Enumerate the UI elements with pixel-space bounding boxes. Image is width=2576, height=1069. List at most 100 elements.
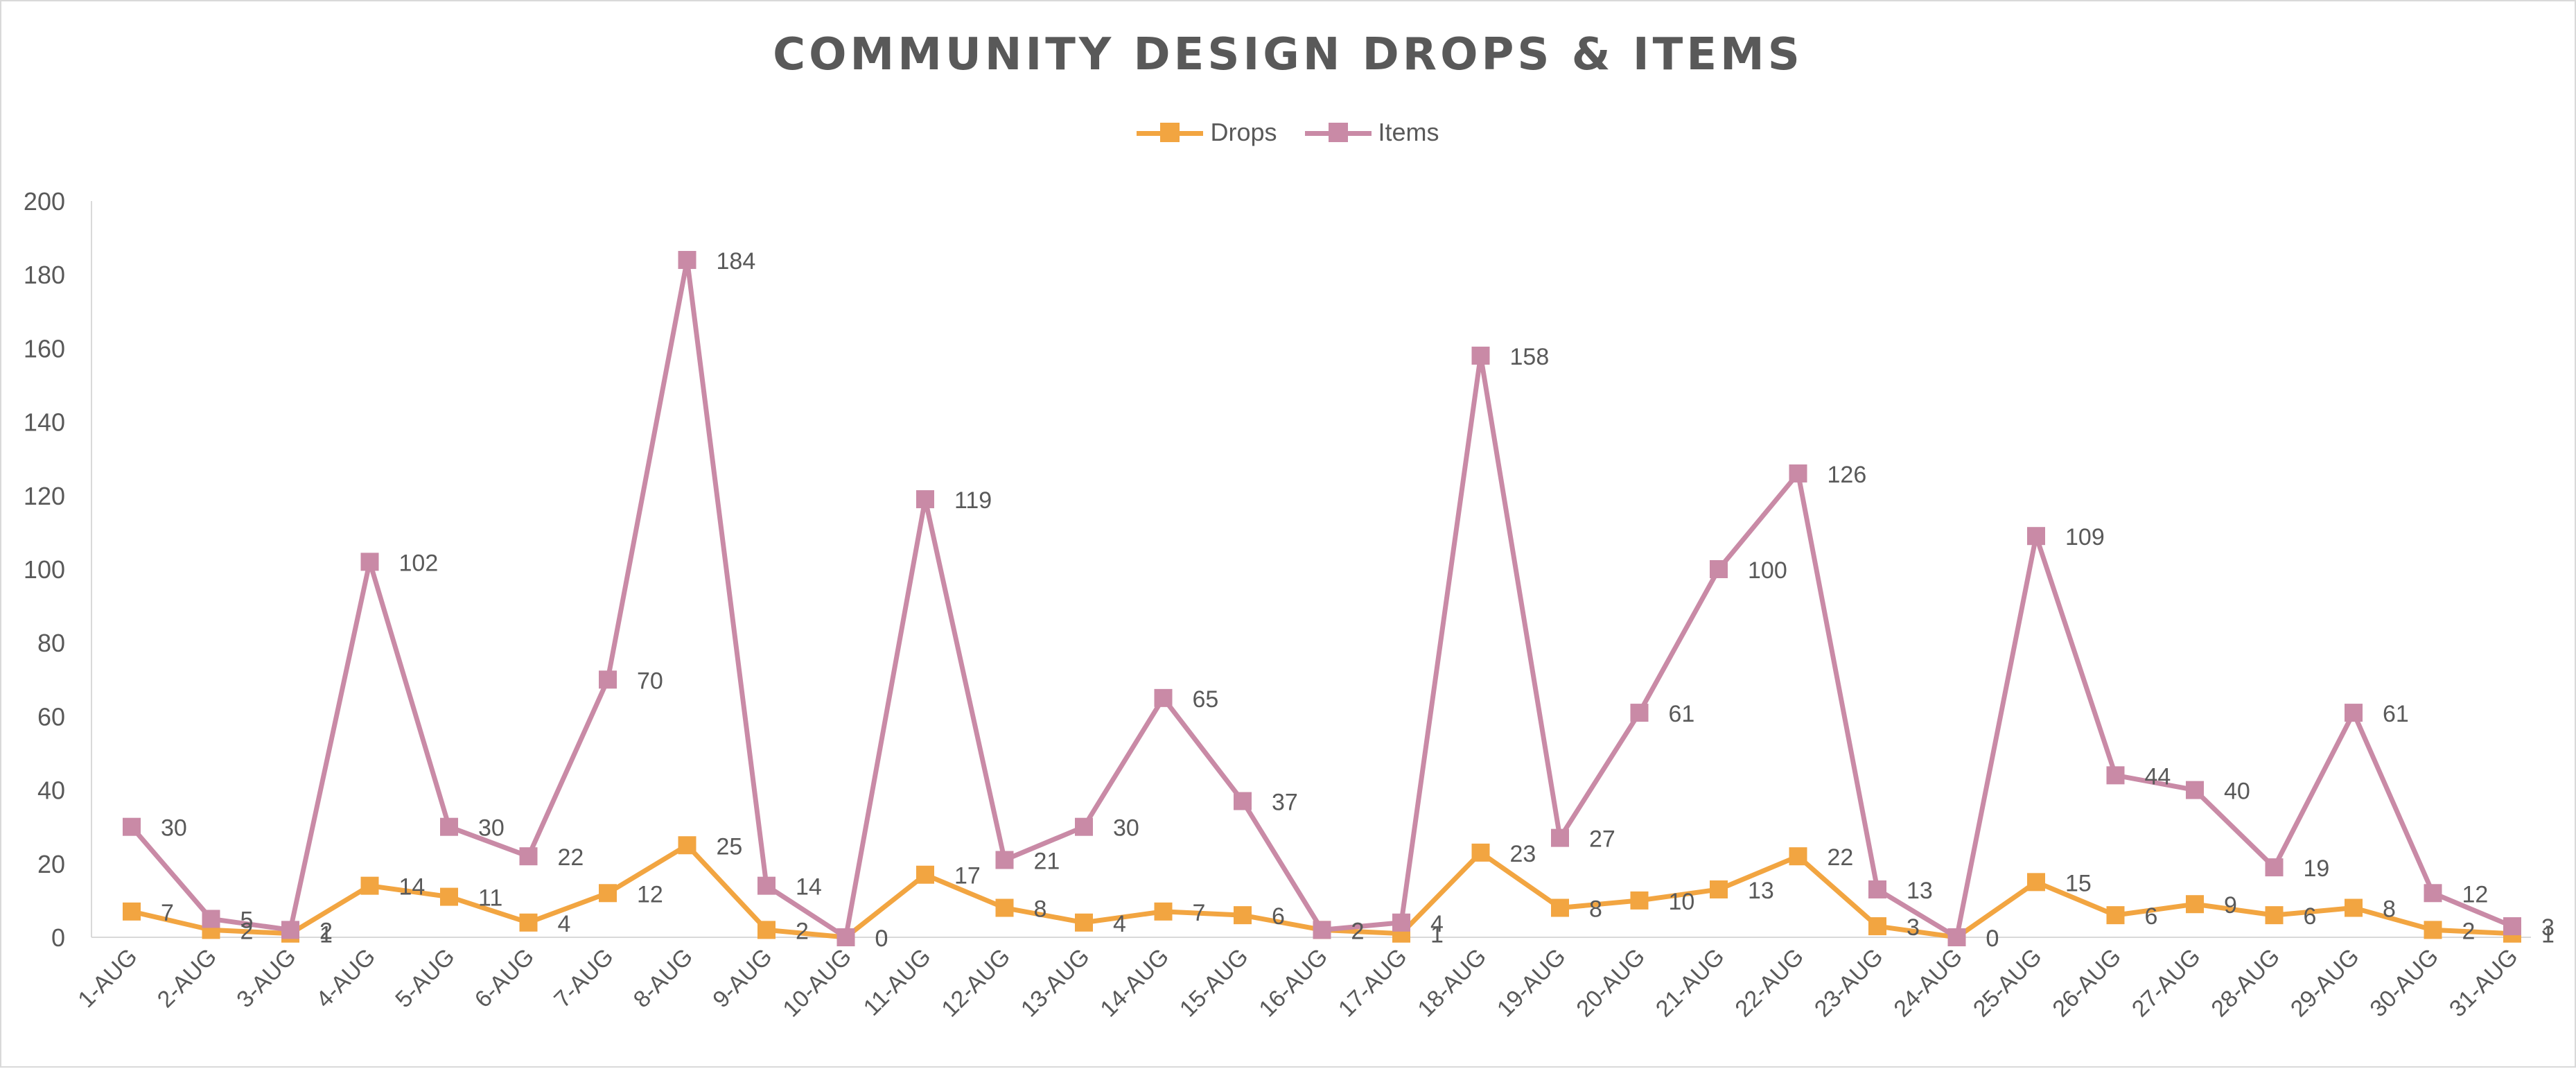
data-label-drops: 1 bbox=[1430, 922, 1444, 948]
series-markers bbox=[123, 250, 2521, 946]
data-label-items: 30 bbox=[161, 815, 187, 842]
x-tick-label: 19-AUG bbox=[1492, 944, 1571, 1023]
data-label-items: 44 bbox=[2145, 763, 2171, 790]
marker-items bbox=[123, 817, 141, 836]
data-label-drops: 11 bbox=[478, 885, 502, 912]
x-tick-label: 6-AUG bbox=[470, 944, 539, 1013]
data-label-items: 13 bbox=[1907, 878, 1933, 904]
data-label-items: 5 bbox=[240, 907, 254, 933]
x-tick-label: 24-AUG bbox=[1889, 944, 1968, 1023]
data-label-drops: 13 bbox=[1748, 878, 1774, 904]
x-tick-label: 17-AUG bbox=[1333, 944, 1412, 1023]
y-tick-label: 20 bbox=[37, 850, 65, 878]
marker-items bbox=[1471, 347, 1490, 365]
data-label-drops: 1 bbox=[2541, 922, 2555, 948]
data-label-drops: 3 bbox=[1907, 914, 1920, 941]
marker-drops bbox=[995, 898, 1014, 917]
y-tick-labels: 0 20 40 60 80 100 120 140 160 180 200 bbox=[24, 187, 65, 952]
x-tick-label: 10-AUG bbox=[778, 944, 857, 1023]
x-tick-label: 25-AUG bbox=[1968, 944, 2047, 1023]
marker-items bbox=[599, 670, 617, 689]
marker-drops bbox=[599, 884, 617, 903]
data-label-drops: 17 bbox=[954, 863, 981, 889]
x-tick-label: 28-AUG bbox=[2206, 944, 2285, 1023]
data-label-items: 65 bbox=[1193, 686, 1219, 713]
marker-items bbox=[1234, 792, 1252, 810]
marker-drops bbox=[360, 876, 379, 895]
marker-items bbox=[2265, 858, 2284, 877]
data-label-items: 61 bbox=[1669, 701, 1695, 727]
marker-items bbox=[1075, 817, 1093, 836]
data-label-drops: 25 bbox=[717, 833, 743, 860]
legend-item-items: Items bbox=[1304, 118, 1439, 147]
data-label-items: 158 bbox=[1510, 344, 1550, 370]
data-label-items: 14 bbox=[796, 874, 822, 901]
y-tick-label: 0 bbox=[51, 923, 65, 952]
marker-items bbox=[678, 250, 696, 269]
legend-item-drops: Drops bbox=[1137, 118, 1277, 147]
data-label-items: 3 bbox=[2541, 914, 2555, 941]
x-tick-labels: 1-AUG 2-AUG 3-AUG 4-AUG 5-AUG 6-AUG 7-AUG 8-AUG… bbox=[73, 944, 2523, 1023]
data-label-items: 109 bbox=[2065, 524, 2105, 550]
data-label-drops: 7 bbox=[161, 900, 174, 926]
marker-drops bbox=[2186, 895, 2204, 914]
data-label-items: 119 bbox=[954, 487, 992, 514]
marker-drops bbox=[2345, 898, 2363, 917]
data-label-drops: 1 bbox=[319, 922, 333, 948]
data-label-drops: 6 bbox=[1272, 903, 1285, 930]
data-label-drops: 2 bbox=[240, 918, 254, 944]
marker-items bbox=[2424, 884, 2442, 903]
axes bbox=[91, 201, 2531, 938]
marker-items bbox=[1710, 560, 1728, 578]
marker-items bbox=[1313, 921, 1331, 939]
data-label-drops: 4 bbox=[1113, 911, 1126, 937]
marker-drops bbox=[519, 913, 538, 932]
y-tick-label: 200 bbox=[24, 187, 65, 216]
marker-items bbox=[1392, 913, 1410, 932]
marker-drops bbox=[2265, 906, 2284, 925]
marker-items bbox=[360, 553, 379, 571]
marker-drops bbox=[1551, 898, 1569, 917]
marker-items bbox=[836, 928, 855, 946]
marker-items bbox=[2345, 704, 2363, 722]
data-label-items: 184 bbox=[717, 248, 756, 275]
legend-swatch-items bbox=[1304, 123, 1372, 142]
data-label-items: 0 bbox=[875, 925, 888, 952]
marker-drops bbox=[2027, 873, 2045, 892]
marker-drops bbox=[916, 865, 934, 884]
marker-drops bbox=[123, 902, 141, 921]
data-label-items: 126 bbox=[1828, 462, 1867, 488]
data-label-drops: 7 bbox=[1193, 900, 1206, 926]
marker-items bbox=[2106, 766, 2125, 785]
marker-drops bbox=[1868, 917, 1886, 936]
data-label-drops: 12 bbox=[637, 881, 663, 907]
data-label-items: 100 bbox=[1748, 557, 1787, 584]
data-label-drops: 2 bbox=[1351, 918, 1365, 944]
x-tick-label: 7-AUG bbox=[549, 944, 618, 1013]
data-label-items: 4 bbox=[1430, 911, 1444, 937]
data-label-items: 27 bbox=[1589, 826, 1615, 853]
marker-drops bbox=[1075, 913, 1093, 932]
marker-items bbox=[1551, 828, 1569, 847]
data-label-items: 102 bbox=[399, 550, 439, 576]
x-tick-label: 5-AUG bbox=[390, 944, 459, 1013]
x-tick-label: 31-AUG bbox=[2444, 944, 2523, 1023]
data-label-items: 0 bbox=[1986, 925, 1999, 952]
data-label-drops: 15 bbox=[2065, 870, 2092, 896]
y-tick-label: 180 bbox=[24, 261, 65, 289]
chart-title: COMMUNITY DESIGN DROPS & ITEMS bbox=[773, 29, 1803, 80]
data-label-drops: 6 bbox=[2304, 903, 2317, 930]
x-tick-label: 30-AUG bbox=[2365, 944, 2444, 1023]
x-tick-label: 1-AUG bbox=[73, 944, 142, 1013]
x-tick-label: 3-AUG bbox=[231, 944, 301, 1013]
data-label-items: 40 bbox=[2224, 779, 2250, 805]
marker-drops bbox=[757, 921, 776, 939]
data-label-drops: 9 bbox=[2224, 892, 2237, 919]
data-label-drops: 8 bbox=[2383, 896, 2396, 923]
marker-drops bbox=[1630, 891, 1649, 910]
x-tick-label: 20-AUG bbox=[1571, 944, 1650, 1023]
x-tick-label: 23-AUG bbox=[1810, 944, 1889, 1023]
